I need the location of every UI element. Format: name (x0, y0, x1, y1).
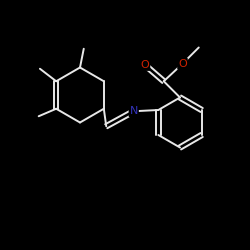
Text: O: O (178, 59, 187, 69)
Text: O: O (140, 60, 149, 70)
Text: N: N (130, 106, 138, 116)
